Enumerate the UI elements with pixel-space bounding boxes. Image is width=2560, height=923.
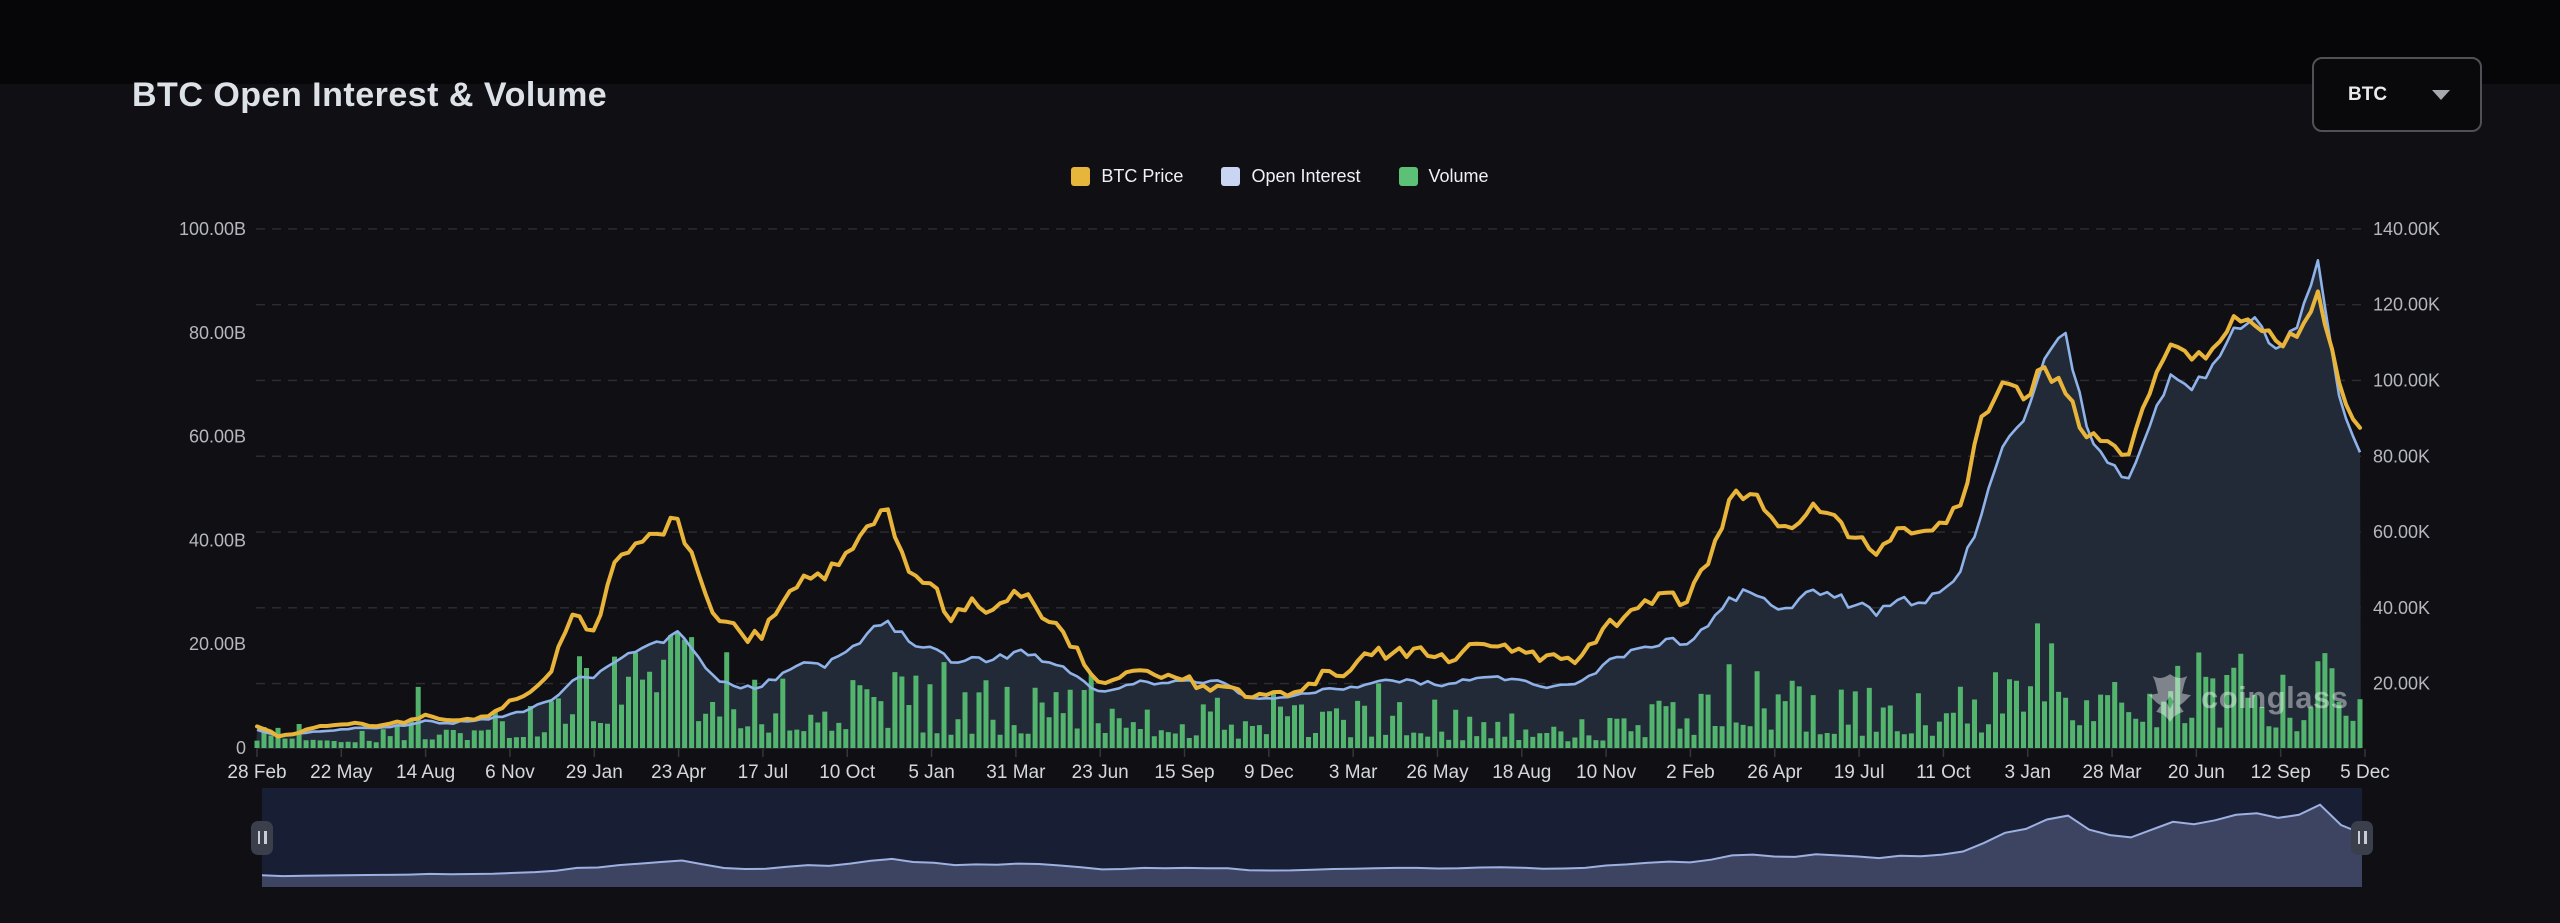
x-axis: 28 Feb 22 May 14 Aug 6 Nov 29 Jan 23 Apr 17 Ju… — [227, 748, 2390, 783]
svg-text:11 Oct: 11 Oct — [1916, 762, 1971, 783]
svg-text:20 Jun: 20 Jun — [2168, 762, 2225, 783]
legend-item-open-interest[interactable]: Open Interest — [1221, 166, 1361, 187]
svg-text:60.00K: 60.00K — [2373, 522, 2430, 542]
legend-swatch — [1071, 167, 1091, 186]
svg-text:40.00B: 40.00B — [189, 530, 246, 550]
open-interest-area — [256, 260, 2361, 748]
navigator-handle-right[interactable] — [2351, 820, 2373, 855]
svg-text:2 Feb: 2 Feb — [1666, 762, 1715, 783]
legend-swatch — [1398, 167, 1418, 186]
svg-text:31 Mar: 31 Mar — [986, 762, 1046, 783]
page-title: BTC Open Interest & Volume — [132, 76, 608, 114]
svg-text:120.00K: 120.00K — [2373, 295, 2440, 315]
svg-text:140.00K: 140.00K — [2373, 219, 2440, 239]
svg-text:80.00B: 80.00B — [189, 323, 246, 343]
symbol-dropdown[interactable]: BTC — [2312, 57, 2482, 132]
svg-text:14 Aug: 14 Aug — [396, 762, 455, 783]
svg-text:10 Nov: 10 Nov — [1576, 762, 1637, 783]
symbol-dropdown-value: BTC — [2348, 83, 2388, 105]
svg-text:20.00K: 20.00K — [2373, 674, 2430, 694]
svg-text:18 Aug: 18 Aug — [1492, 762, 1551, 783]
svg-text:100.00B: 100.00B — [179, 219, 246, 239]
legend-item-volume[interactable]: Volume — [1398, 166, 1489, 187]
svg-text:26 Apr: 26 Apr — [1747, 762, 1803, 783]
svg-text:0: 0 — [236, 738, 246, 758]
navigator[interactable] — [261, 788, 2363, 887]
svg-text:9 Dec: 9 Dec — [1244, 762, 1294, 783]
svg-text:22 May: 22 May — [310, 762, 373, 783]
svg-text:20.00B: 20.00B — [189, 634, 246, 654]
svg-text:40.00K: 40.00K — [2373, 598, 2430, 618]
header-bar — [0, 0, 2560, 84]
svg-text:3 Mar: 3 Mar — [1329, 762, 1378, 783]
legend-item-btc-price[interactable]: BTC Price — [1071, 166, 1183, 187]
svg-text:17 Jul: 17 Jul — [738, 762, 789, 783]
svg-text:60.00B: 60.00B — [189, 427, 246, 447]
volume-bars — [254, 623, 2363, 748]
navigator-handle-left[interactable] — [251, 820, 273, 855]
svg-text:28 Feb: 28 Feb — [227, 762, 286, 783]
svg-text:29 Jan: 29 Jan — [566, 762, 623, 783]
svg-text:10 Oct: 10 Oct — [819, 762, 876, 783]
y-axis-right: 140.00K 120.00K 100.00K 80.00K 60.00K 40.00K 2… — [2373, 219, 2440, 694]
svg-text:6 Nov: 6 Nov — [485, 762, 535, 783]
navigator-line — [261, 803, 2363, 878]
svg-text:12 Sep: 12 Sep — [2251, 762, 2311, 783]
svg-text:23 Jun: 23 Jun — [1072, 762, 1129, 783]
svg-text:15 Sep: 15 Sep — [1154, 762, 1214, 783]
chevron-down-icon — [2432, 89, 2450, 100]
y-axis-left: 100.00B 80.00B 60.00B 40.00B 20.00B 0 — [179, 219, 246, 758]
legend-label: BTC Price — [1101, 166, 1184, 186]
svg-text:23 Apr: 23 Apr — [651, 762, 707, 783]
svg-text:28 Mar: 28 Mar — [2082, 762, 2142, 783]
btc-price-line — [255, 289, 2362, 739]
navigator-area — [262, 804, 2362, 887]
svg-text:19 Jul: 19 Jul — [1834, 762, 1885, 783]
legend-swatch — [1221, 167, 1241, 186]
svg-text:100.00K: 100.00K — [2373, 370, 2440, 390]
svg-text:3 Jan: 3 Jan — [2004, 762, 2050, 783]
legend-label: Open Interest — [1251, 166, 1361, 186]
svg-text:80.00K: 80.00K — [2373, 446, 2430, 466]
legend: BTC Price Open Interest Volume — [0, 166, 2560, 187]
legend-label: Volume — [1428, 166, 1489, 186]
svg-text:26 May: 26 May — [1406, 762, 1469, 783]
svg-text:5 Dec: 5 Dec — [2340, 762, 2390, 783]
svg-text:5 Jan: 5 Jan — [908, 762, 954, 783]
open-interest-line — [256, 259, 2362, 737]
